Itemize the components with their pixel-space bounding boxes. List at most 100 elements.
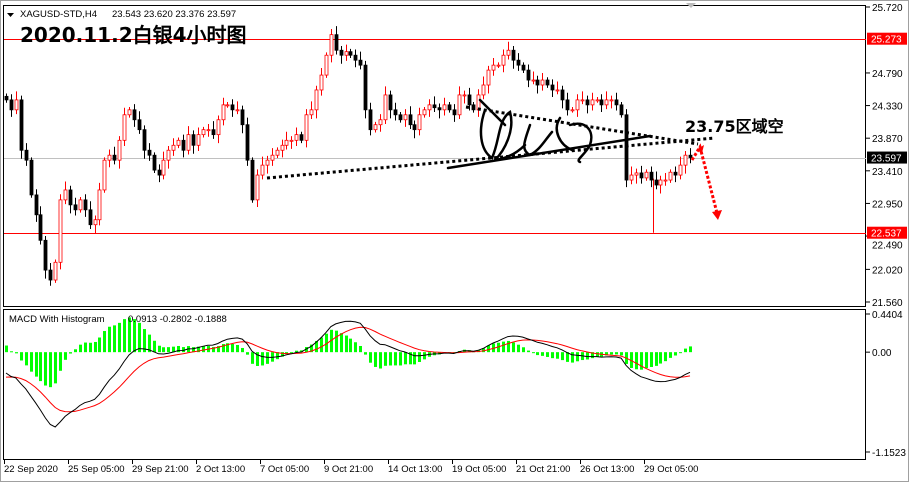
candle-body: [137, 119, 142, 131]
candle: [211, 121, 216, 139]
histogram-bar: [246, 352, 249, 355]
candle: [348, 48, 353, 59]
candle: [531, 71, 536, 85]
histogram-bar: [669, 352, 672, 358]
histogram-bar: [49, 352, 52, 388]
candle: [526, 64, 531, 88]
candle: [619, 102, 624, 118]
candle: [363, 60, 368, 119]
histogram-bar: [54, 352, 57, 384]
macd-tick-label: -1.1523: [872, 448, 906, 459]
candle: [570, 106, 575, 113]
candle-body: [658, 179, 663, 186]
candle-body: [265, 159, 270, 166]
histogram-bar: [103, 331, 106, 353]
time-tick-label: 25 Sep 05:00: [68, 464, 125, 475]
candle-body: [629, 174, 634, 181]
candle: [658, 175, 663, 194]
histogram-bar: [576, 352, 579, 362]
histogram-bar: [158, 345, 161, 353]
histogram-bar: [413, 352, 416, 365]
histogram-bar: [640, 352, 643, 370]
candle: [294, 127, 299, 146]
histogram-bar: [399, 352, 402, 366]
candle-body: [97, 189, 102, 221]
macd-panel[interactable]: [3, 309, 866, 460]
histogram-bar: [143, 329, 146, 353]
candle: [649, 166, 654, 188]
price-tick-label: 22.490: [872, 241, 903, 252]
candle-body: [688, 154, 693, 158]
candle-body: [161, 159, 166, 176]
histogram-bar: [281, 352, 284, 357]
candle: [255, 169, 260, 207]
histogram-bar: [418, 352, 421, 362]
candle-body: [526, 69, 531, 81]
candle: [467, 87, 472, 111]
histogram-bar: [266, 352, 269, 364]
candle-body: [142, 129, 147, 151]
candle-body: [481, 84, 486, 96]
histogram-bar: [231, 343, 234, 353]
candle: [171, 138, 176, 156]
candle: [299, 131, 304, 144]
candle-body: [235, 109, 240, 112]
candle-body: [43, 239, 48, 271]
histogram-bar: [20, 352, 23, 361]
histogram-bar: [364, 352, 367, 355]
candle: [545, 77, 550, 88]
macd-values: 0.0913 -0.2802 -0.1888: [128, 314, 227, 325]
candle-body: [540, 79, 545, 86]
candle-body: [535, 79, 540, 86]
price-badge-label: 23.597: [871, 154, 902, 165]
candle: [481, 76, 486, 100]
candle: [511, 46, 516, 69]
candle: [417, 107, 422, 136]
candle-body: [230, 104, 235, 111]
candle: [127, 106, 132, 118]
price-tick-label: 21.560: [872, 298, 903, 309]
candle: [506, 41, 511, 60]
candle-body: [93, 219, 98, 226]
candle: [412, 120, 417, 139]
candle-body: [275, 149, 280, 156]
macd-indicator: 0.4404 0.00 -1.1523: [5, 310, 906, 459]
histogram-bar: [300, 350, 303, 353]
candle-body: [319, 74, 324, 91]
histogram-bar: [536, 352, 539, 356]
candle: [9, 94, 14, 117]
candle-body: [555, 89, 560, 92]
histogram-bar: [369, 352, 372, 363]
candle-body: [334, 34, 339, 51]
candle-body: [176, 139, 181, 146]
histogram-bar: [30, 352, 33, 372]
histogram-bar: [330, 329, 333, 353]
histogram-bar: [64, 352, 67, 360]
histogram-bar: [487, 345, 490, 353]
candle-body: [383, 94, 388, 121]
candle-body: [38, 214, 43, 241]
histogram-bar: [596, 352, 599, 357]
candle: [63, 181, 68, 205]
price-panel[interactable]: [3, 5, 866, 307]
candle: [166, 145, 171, 169]
arrow-up-head-icon: [696, 145, 704, 153]
candle-body: [14, 99, 19, 111]
candle: [78, 197, 83, 213]
histogram-bar: [532, 352, 535, 354]
histogram-bar: [167, 347, 170, 353]
candle: [73, 197, 78, 216]
price-tick-label: 23.870: [872, 134, 903, 145]
candle-body: [270, 154, 275, 161]
candle-body: [166, 149, 171, 161]
histogram-bar: [59, 352, 62, 371]
histogram-bar: [546, 352, 549, 357]
candle: [535, 75, 540, 94]
candle-body: [260, 164, 265, 176]
candles: [4, 26, 693, 286]
dropdown-triangle-icon[interactable]: [7, 13, 14, 17]
candle: [599, 94, 604, 112]
shift-marker-icon[interactable]: [686, 3, 696, 8]
candle-body: [442, 104, 447, 111]
candle: [501, 49, 506, 73]
